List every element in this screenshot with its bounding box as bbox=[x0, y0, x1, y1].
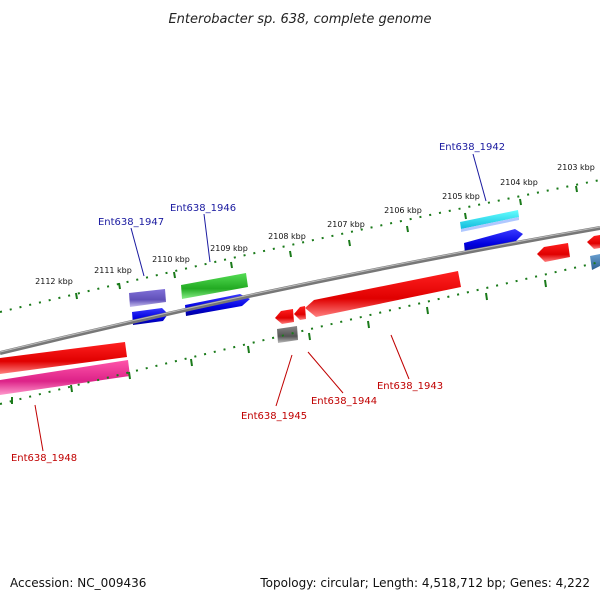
accession-text: Accession: NC_009436 bbox=[10, 576, 147, 590]
feature-cyan[interactable] bbox=[460, 210, 519, 229]
leader-line bbox=[472, 153, 487, 202]
feature-reverse-cds[interactable] bbox=[0, 342, 127, 374]
tick-label: 2106 kbp bbox=[384, 206, 422, 215]
tick-label: 2110 kbp bbox=[152, 255, 190, 264]
tick-label: 2111 kbp bbox=[94, 266, 132, 275]
feature-reverse-cds[interactable] bbox=[537, 243, 570, 262]
inner-tick-ring bbox=[0, 261, 600, 405]
map-title: Enterobacter sp. 638, complete genome bbox=[168, 12, 431, 27]
feature-reverse-cds[interactable] bbox=[305, 271, 461, 317]
gene-label[interactable]: Ent638_1945 bbox=[241, 411, 307, 422]
leader-line bbox=[203, 213, 211, 263]
tick-label: 2104 kbp bbox=[500, 178, 538, 187]
tick-label: 2108 kbp bbox=[268, 232, 306, 241]
feature-cyan-shadow bbox=[461, 217, 519, 232]
leader-line bbox=[275, 354, 293, 407]
tick-label: 2105 kbp bbox=[442, 192, 480, 201]
genome-backbone bbox=[0, 226, 600, 355]
tick-label: 2112 kbp bbox=[35, 277, 73, 286]
feature-green[interactable] bbox=[181, 273, 248, 299]
genome-summary-text: Topology: circular; Length: 4,518,712 bp… bbox=[260, 576, 590, 590]
tick-labels: 2112 kbp 2111 kbp 2110 kbp 2109 kbp 2108… bbox=[35, 163, 595, 286]
leader-line bbox=[307, 351, 344, 394]
feature-forward-cds[interactable] bbox=[464, 229, 523, 254]
gene-label[interactable]: Ent638_1942 bbox=[439, 142, 505, 153]
feature-reverse-cds[interactable] bbox=[294, 306, 306, 320]
gene-label[interactable]: Ent638_1944 bbox=[311, 396, 377, 407]
gene-label[interactable]: Ent638_1943 bbox=[377, 381, 443, 392]
feature-steel[interactable] bbox=[590, 254, 600, 270]
feature-pink[interactable] bbox=[0, 360, 130, 395]
feature-reverse-cds[interactable] bbox=[587, 235, 600, 249]
gene-label[interactable]: Ent638_1948 bbox=[11, 453, 77, 464]
genome-backbone-highlight bbox=[0, 226, 600, 353]
leader-line bbox=[130, 227, 145, 277]
gene-label[interactable]: Ent638_1947 bbox=[98, 217, 164, 228]
gene-labels: Ent638_1947 Ent638_1946 Ent638_1942 Ent6… bbox=[11, 142, 505, 464]
leader-line bbox=[390, 334, 410, 380]
outer-major-ticks bbox=[75, 185, 578, 300]
reverse-strand-features bbox=[0, 235, 600, 395]
inner-major-ticks bbox=[11, 279, 547, 404]
leader-line bbox=[34, 404, 44, 452]
feature-reverse-cds[interactable] bbox=[275, 309, 294, 324]
gene-label[interactable]: Ent638_1946 bbox=[170, 203, 236, 214]
tick-label: 2103 kbp bbox=[557, 163, 595, 172]
feature-purple[interactable] bbox=[129, 289, 166, 307]
tick-label: 2107 kbp bbox=[327, 220, 365, 229]
tick-label: 2109 kbp bbox=[210, 244, 248, 253]
feature-gray[interactable] bbox=[277, 326, 298, 343]
